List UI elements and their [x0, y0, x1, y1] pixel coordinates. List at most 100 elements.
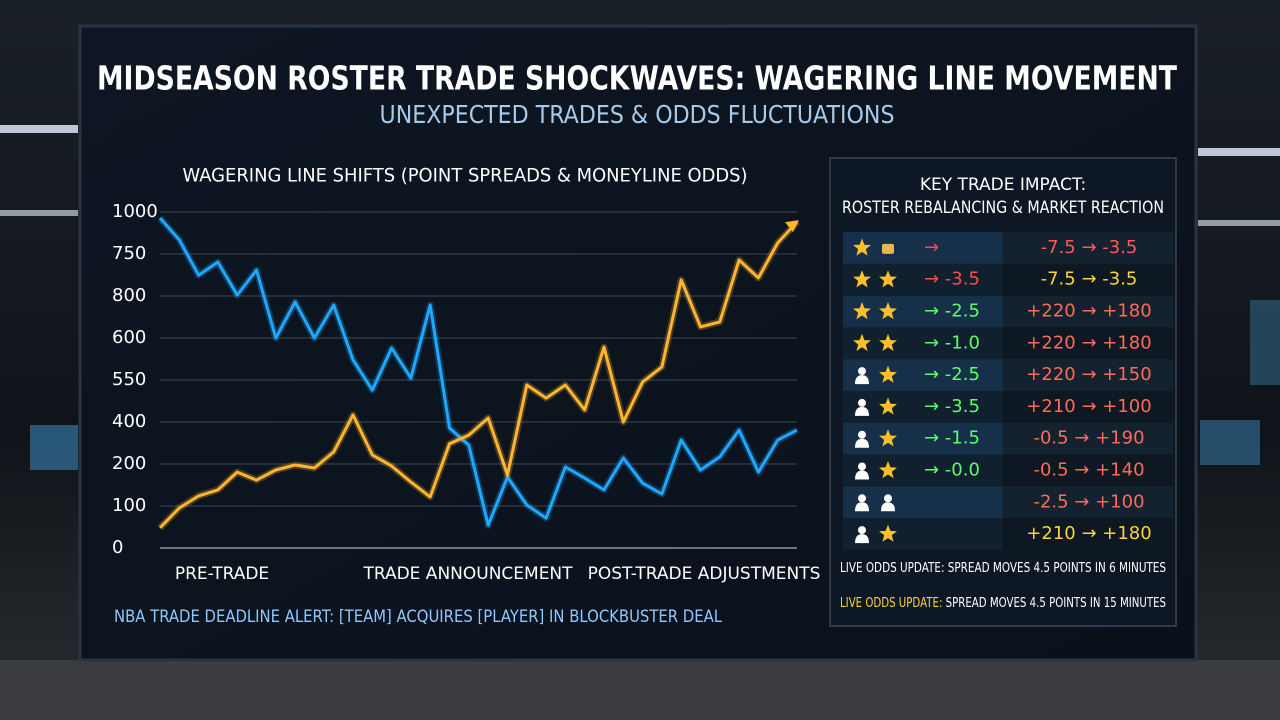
- y-tick-label: 0: [112, 537, 123, 558]
- y-tick-label: 400: [112, 411, 146, 432]
- odds-change: +210 → +100: [1026, 396, 1151, 417]
- star-icon: [853, 302, 871, 320]
- background-monitor: [1200, 420, 1260, 465]
- person-icon: [858, 430, 866, 439]
- person-icon: [855, 534, 869, 544]
- person-icon: [858, 526, 866, 535]
- series-line: [158, 217, 798, 527]
- ceiling-light: [1198, 148, 1280, 156]
- person-icon: [881, 502, 895, 512]
- person-icon: [855, 375, 869, 385]
- row-right-bg: [1003, 454, 1173, 487]
- y-tick-label: 200: [112, 453, 146, 474]
- x-phase-label: POST-TRADE ADJUSTMENTS: [588, 564, 821, 584]
- star-icon: [879, 429, 897, 447]
- alert-ticker: NBA TRADE DEADLINE ALERT: [TEAM] ACQUIRE…: [114, 607, 722, 627]
- ceiling-light: [1198, 220, 1280, 226]
- row-right-bg: [1003, 422, 1173, 455]
- live-update-label: LIVE ODDS UPDATE:: [840, 560, 944, 576]
- y-tick-label: 1000: [112, 201, 158, 222]
- ceiling-light: [0, 210, 78, 216]
- row-right-bg: [1003, 232, 1173, 264]
- spread-change: → -0.0: [924, 460, 980, 481]
- row-left-bg: [843, 263, 1003, 296]
- odds-change: +220 → +180: [1026, 332, 1151, 353]
- star-icon: [879, 365, 897, 383]
- y-tick-label: 100: [112, 495, 146, 516]
- spread-change: → -3.5: [924, 269, 980, 290]
- row-left-bg: [843, 454, 1003, 487]
- person-icon: [855, 502, 869, 512]
- row-right-bg: [1003, 295, 1173, 328]
- row-left-bg: [843, 518, 1003, 550]
- star-icon: [853, 270, 871, 288]
- row-left-bg: [843, 486, 1003, 519]
- x-phase-label: PRE-TRADE: [175, 564, 269, 584]
- person-icon: [884, 494, 892, 503]
- row-right-bg: [1003, 359, 1173, 391]
- person-icon: [855, 438, 869, 448]
- chart-title: WAGERING LINE SHIFTS (POINT SPREADS & MO…: [183, 165, 748, 187]
- y-tick-label: 550: [112, 369, 146, 390]
- spread-change: →: [924, 237, 939, 258]
- odds-change: -0.5 → +140: [1033, 460, 1144, 481]
- person-icon: [858, 462, 866, 471]
- panel-title: ROSTER REBALANCING & MARKET REACTION: [842, 198, 1164, 218]
- spread-change: → -1.0: [924, 332, 980, 353]
- star-icon: [879, 397, 897, 415]
- odds-change: +220 → +150: [1026, 364, 1151, 385]
- row-left-bg: [843, 359, 1003, 391]
- row-left-bg: [843, 391, 1003, 423]
- row-right-bg: [1003, 518, 1173, 550]
- row-left-bg: [843, 295, 1003, 328]
- row-left-bg: [843, 422, 1003, 455]
- star-icon: [879, 302, 897, 320]
- star-icon: [853, 333, 871, 351]
- background-monitor: [1250, 300, 1280, 385]
- series-line: [158, 221, 799, 529]
- spread-change: → -2.5: [924, 301, 980, 322]
- star-icon: [879, 333, 897, 351]
- row-right-bg: [1003, 327, 1173, 360]
- star-icon: [879, 461, 897, 479]
- live-update: LIVE ODDS UPDATE: SPREAD MOVES 4.5 POINT…: [840, 560, 1166, 576]
- star-icon: [879, 524, 897, 542]
- star-icon: [879, 270, 897, 288]
- x-phase-label: TRADE ANNOUNCEMENT: [362, 564, 573, 584]
- live-update-text: SPREAD MOVES 4.5 POINTS IN 6 MINUTES: [948, 560, 1166, 576]
- spread-change: → -3.5: [924, 396, 980, 417]
- ceiling-light: [0, 125, 78, 133]
- row-right-bg: [1003, 263, 1173, 296]
- odds-change: -7.5 → -3.5: [1041, 269, 1138, 290]
- person-icon: [858, 398, 866, 407]
- live-update: LIVE ODDS UPDATE: SPREAD MOVES 4.5 POINT…: [840, 595, 1166, 611]
- odds-change: +210 → +180: [1026, 523, 1151, 544]
- person-icon: [855, 470, 869, 480]
- spread-change: → -1.5: [924, 428, 980, 449]
- person-icon: [858, 367, 866, 376]
- person-icon: [858, 494, 866, 503]
- row-right-bg: [1003, 486, 1173, 519]
- row-left-bg: [843, 232, 1003, 264]
- floor: [0, 660, 1280, 720]
- y-tick-label: 600: [112, 327, 146, 348]
- title: MIDSEASON ROSTER TRADE SHOCKWAVES: WAGER…: [97, 59, 1177, 98]
- trend-arrowhead: [785, 220, 799, 233]
- odds-change: -7.5 → -3.5: [1041, 237, 1138, 258]
- star-icon: [853, 238, 871, 256]
- y-tick-label: 800: [112, 285, 146, 306]
- spread-change: → -2.5: [924, 364, 980, 385]
- person-icon: [855, 406, 869, 416]
- live-update-text: SPREAD MOVES 4.5 POINTS IN 15 MINUTES: [946, 595, 1166, 611]
- background-monitor: [30, 425, 78, 470]
- odds-change: +220 → +180: [1026, 301, 1151, 322]
- odds-change: -0.5 → +190: [1033, 428, 1144, 449]
- live-update-label: LIVE ODDS UPDATE:: [840, 595, 942, 611]
- subtitle: UNEXPECTED TRADES & ODDS FLUCTUATIONS: [380, 100, 895, 129]
- odds-change: -2.5 → +100: [1033, 491, 1144, 512]
- cup-icon: [882, 243, 894, 254]
- row-right-bg: [1003, 391, 1173, 423]
- panel-title: KEY TRADE IMPACT:: [920, 175, 1086, 195]
- row-left-bg: [843, 327, 1003, 360]
